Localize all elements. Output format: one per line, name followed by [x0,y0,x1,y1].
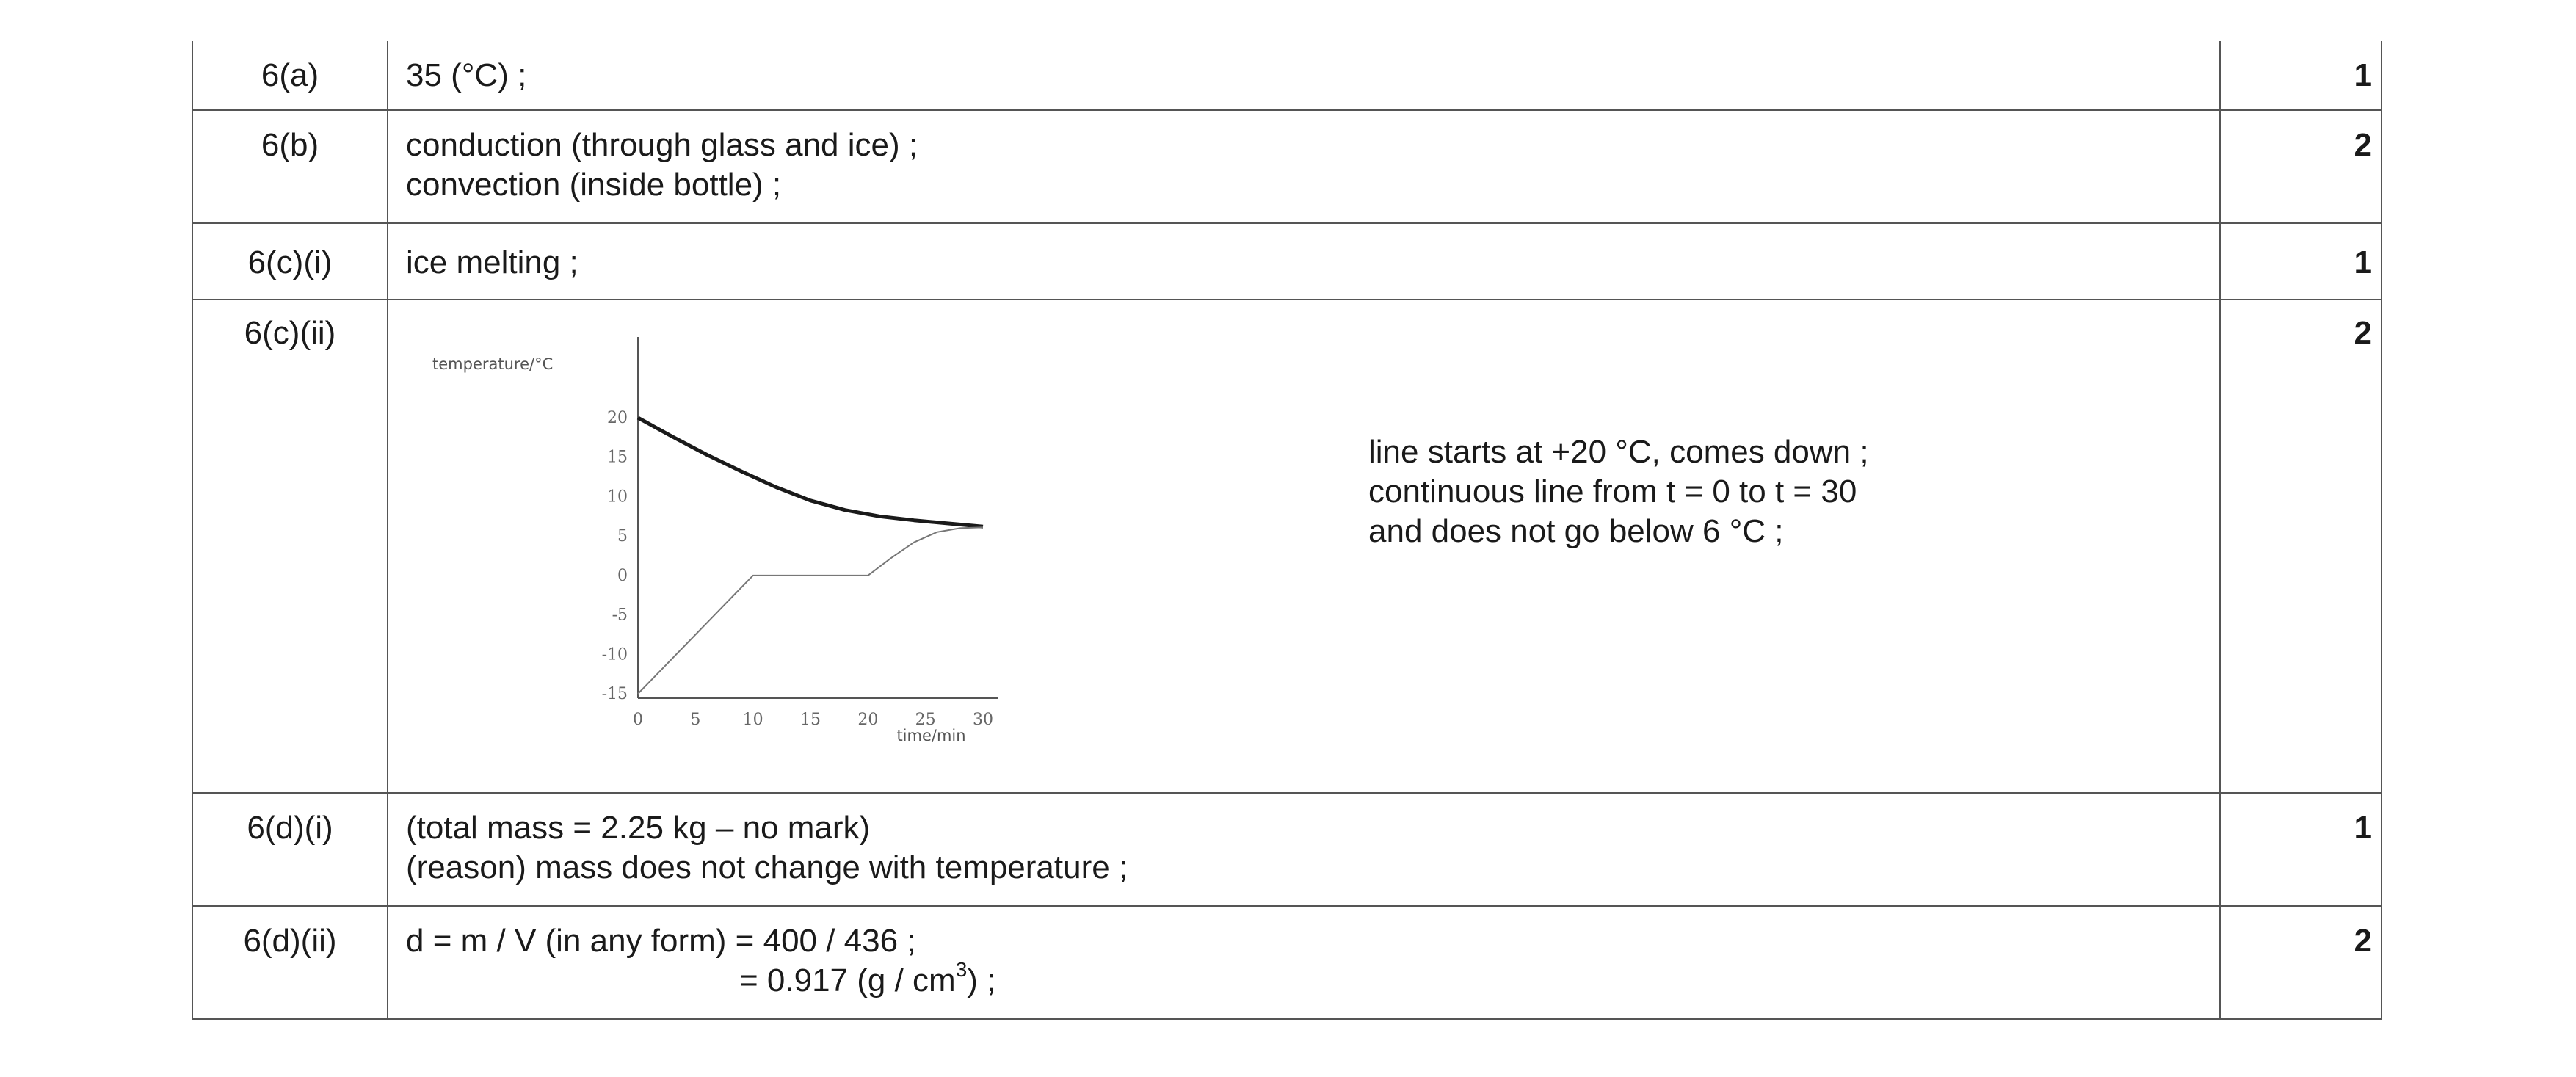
x-tick-label: 0 [633,711,643,729]
question-number: 6(a) [192,41,388,111]
y-tick-label: 20 [607,409,628,427]
x-axis-label: time/min [896,727,965,744]
graph-marking-note: line starts at +20 °C, comes down ; cont… [1368,432,1869,551]
answer-line: (reason) mass does not change with tempe… [406,849,1128,885]
answer-text: ) ; [967,962,996,998]
answer-line: ice melting ; [406,244,578,280]
x-tick-label: 5 [690,711,700,729]
answer-cell: (total mass = 2.25 kg – no mark) (reason… [387,792,2221,907]
mark-scheme-table: 6(a) 35 (°C) ; 1 6(b) conduction (throug… [192,41,2382,1020]
question-number: 6(d)(i) [192,792,388,907]
y-tick-label: 5 [617,527,628,545]
answer-cell: d = m / V (in any form) = 400 / 436 ; = … [387,905,2221,1020]
answer-line: (total mass = 2.25 kg – no mark) [406,810,871,846]
marks-value: 1 [2219,792,2382,907]
answer-cell: conduction (through glass and ice) ; con… [387,109,2221,224]
table-row: 6(d)(ii) d = m / V (in any form) = 400 /… [192,905,2382,1020]
answer-line: conduction (through glass and ice) ; [406,127,918,163]
answer-line: d = m / V (in any form) = 400 / 436 ; [406,923,916,959]
x-tick-label: 25 [915,711,936,729]
answer-cell: ice melting ; [387,222,2221,300]
table-row: 6(c)(i) ice melting ; 1 [192,222,2382,300]
marks-value: 2 [2219,299,2382,794]
table-row: 6(a) 35 (°C) ; 1 [192,41,2382,111]
x-tick-label: 10 [743,711,763,729]
answer-cell: 35 (°C) ; [387,41,2221,111]
answer-line: 35 (°C) ; [406,57,527,93]
y-tick-label: 10 [607,487,628,506]
table-row: 6(b) conduction (through glass and ice) … [192,109,2382,224]
series-line-thick [636,416,984,529]
question-number: 6(b) [192,109,388,224]
table-row: 6(c)(ii) 20 15 10 5 0 -5 -10 -15 0 5 10 15 20 25 30 tem… [192,299,2382,794]
y-tick-label: -15 [602,685,628,703]
x-tick-label: 15 [800,711,821,729]
y-tick-label: 15 [607,449,628,467]
y-tick-label: -5 [612,606,628,625]
superscript: 3 [955,958,968,982]
answer-line: = 0.917 (g / cm3) ; [406,958,2219,1001]
table-row: 6(d)(i) (total mass = 2.25 kg – no mark)… [192,792,2382,907]
question-number: 6(c)(ii) [192,299,388,794]
question-number: 6(c)(i) [192,222,388,300]
answer-cell: 20 15 10 5 0 -5 -10 -15 0 5 10 15 20 25 30 temperature/… [387,299,2221,794]
question-number: 6(d)(ii) [192,905,388,1020]
temperature-time-graph: 20 15 10 5 0 -5 -10 -15 0 5 10 15 20 25 30 temperature/… [432,337,998,744]
answer-line: continuous line from t = 0 to t = 30 [1368,474,1857,510]
answer-line: line starts at +20 °C, comes down ; [1368,434,1869,470]
y-axis-label: temperature/°C [432,355,553,373]
x-tick-label: 30 [973,711,993,729]
y-tick-label: -10 [602,645,628,664]
answer-line: convection (inside bottle) ; [406,167,782,203]
answer-text: = 0.917 (g / cm [739,962,956,998]
x-tick-label: 20 [857,711,878,729]
answer-line: and does not go below 6 °C ; [1368,513,1784,549]
y-tick-label: 0 [617,567,628,585]
marks-value: 2 [2219,109,2382,224]
marks-value: 2 [2219,905,2382,1020]
marks-value: 1 [2219,222,2382,300]
series-line-thin [637,526,984,695]
marks-value: 1 [2219,41,2382,111]
